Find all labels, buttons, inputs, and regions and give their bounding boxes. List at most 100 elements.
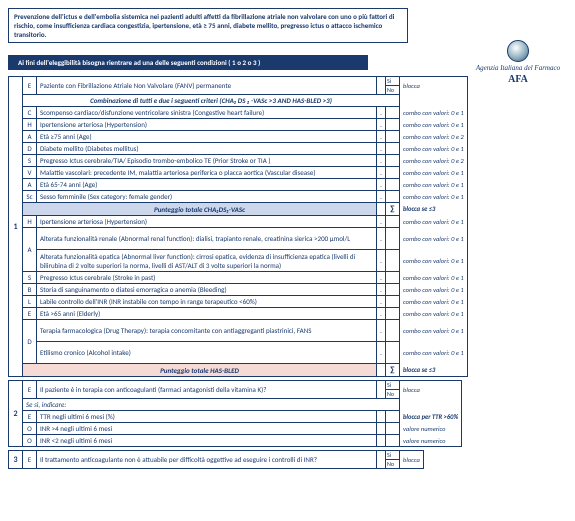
agency-name: Agenzia Italiana del Farmaco xyxy=(473,64,563,72)
code-cell: H xyxy=(23,216,37,228)
tick-cell[interactable]: . xyxy=(377,167,386,179)
code-cell: L xyxy=(23,296,37,308)
chads-row: CScompenso cardiaco/disfunzione ventrico… xyxy=(23,107,468,119)
tick-cell[interactable]: . xyxy=(377,296,386,308)
tick-cell[interactable] xyxy=(377,203,386,216)
val-cell xyxy=(386,107,400,119)
note-cell: combo con valori: 0 e 1 xyxy=(400,179,468,191)
tick-cell[interactable]: . xyxy=(377,191,386,203)
val-cell xyxy=(386,179,400,191)
tick-cell[interactable]: . xyxy=(377,228,386,250)
code-cell: O xyxy=(23,435,37,447)
tick-cell[interactable]: . xyxy=(377,284,386,296)
sino-cell: Si No xyxy=(386,77,400,95)
note-cell: combo con valori: 0 e 1 xyxy=(400,191,468,203)
desc-cell: Storia di sanguinamento o diatesi emorra… xyxy=(37,284,377,296)
hasbled-row: Etilismo cronico (Alcohol intake). combo … xyxy=(23,342,468,364)
desc-cell: Alterata funzionalità epatica (Abnormal … xyxy=(37,250,377,272)
note-cell: combo con valori: 0 e 2 xyxy=(400,131,468,143)
note-cell: blocca per TTR >60% xyxy=(400,411,462,423)
val-cell xyxy=(386,216,400,228)
hasbled-row: SPregresso Ictus cerebrale (Stroke in pa… xyxy=(23,272,468,284)
code-cell: D xyxy=(23,143,37,155)
hasbled-row: LLabile controllo dell'INR (INR instabil… xyxy=(23,296,468,308)
chads-row: SPregresso Ictus cerebrale/TIA/ Episodio… xyxy=(23,155,468,167)
tick-cell[interactable]: . xyxy=(377,308,386,320)
note-cell: combo con valori: 0 e 1 xyxy=(400,143,468,155)
desc-cell: Età 65-74 anni (Age) xyxy=(37,179,377,191)
tick-cell[interactable]: . xyxy=(377,179,386,191)
sec2-row: ETTR negli ultimi 6 mesi (%)blocca per T… xyxy=(23,411,462,423)
desc-cell: Il trattamento anticoagulante non è attu… xyxy=(37,451,377,469)
desc-cell: Diabete mellito (Diabetes mellitus) xyxy=(37,143,377,155)
section-1: 1 E Paziente con Fibrillazione Atriale N… xyxy=(8,76,567,377)
code-cell: O xyxy=(23,423,37,435)
code-cell: A xyxy=(23,228,37,272)
code-cell: E xyxy=(23,308,37,320)
val-cell xyxy=(386,342,400,364)
note-cell: combo con valori: 0 e 1 xyxy=(400,167,468,179)
note-cell: valore numerico xyxy=(400,423,462,435)
desc-cell: Scompenso cardiaco/disfunzione ventricol… xyxy=(37,107,377,119)
tick-cell[interactable] xyxy=(377,451,386,469)
desc-cell: Etilismo cronico (Alcohol intake) xyxy=(37,342,377,364)
tick-cell[interactable] xyxy=(377,435,386,447)
val-cell xyxy=(386,411,400,423)
note-cell: combo con valori: 0 e 1 xyxy=(400,342,468,364)
section-2: 2 E Il paziente è in terapia con anticoa… xyxy=(8,380,567,447)
val-cell xyxy=(386,423,400,435)
note-cell: combo con valori: 0 e 1 xyxy=(400,320,468,342)
tick-cell[interactable] xyxy=(377,411,386,423)
tick-cell[interactable]: . xyxy=(377,143,386,155)
code-cell: H xyxy=(23,119,37,131)
desc-cell: Alterata funzionalità renale (Abnormal r… xyxy=(37,228,377,250)
sec2-row: OINR >4 negli ultimi 6 mesi valore numeri… xyxy=(23,423,462,435)
code-cell: Sc xyxy=(23,191,37,203)
hasbled-row: AAlterata funzionalità renale (Abnormal … xyxy=(23,228,468,250)
tick-cell[interactable]: . xyxy=(377,342,386,364)
code-cell: A xyxy=(23,179,37,191)
val-cell xyxy=(386,272,400,284)
emblem-icon xyxy=(507,40,529,62)
tick-cell[interactable]: . xyxy=(377,320,386,342)
row-anticoag-q: E Il paziente è in terapia con anticoagu… xyxy=(23,381,462,399)
note-cell: combo con valori: 0 e 1 xyxy=(400,250,468,272)
tick-cell[interactable] xyxy=(377,77,386,95)
val-cell xyxy=(386,435,400,447)
desc-cell: Terapia farmacologica (Drug Therapy): te… xyxy=(37,320,377,342)
val-cell xyxy=(386,119,400,131)
val-cell xyxy=(386,308,400,320)
chads-row: ScSesso femminile (Sex category: female … xyxy=(23,191,468,203)
val-cell xyxy=(386,228,400,250)
tick-cell[interactable] xyxy=(377,364,386,377)
desc-cell: Ipertensione arteriosa (Hypertension) xyxy=(37,216,377,228)
row-inr-difficulty: E Il trattamento anticoagulante non è at… xyxy=(23,451,424,469)
desc-cell: INR >4 negli ultimi 6 mesi xyxy=(37,423,377,435)
note-cell: valore numerico xyxy=(400,435,462,447)
code-cell: D xyxy=(23,320,37,364)
tick-cell[interactable] xyxy=(377,381,386,399)
tick-cell[interactable]: . xyxy=(377,250,386,272)
chads-row: AEtà ≥75 anni (Age).combo con valori: 0 … xyxy=(23,131,468,143)
tick-cell[interactable] xyxy=(377,423,386,435)
tick-cell[interactable]: . xyxy=(377,272,386,284)
note-cell: combo con valori: 0 e 1 xyxy=(400,119,468,131)
note-cell: blocca xyxy=(400,381,462,399)
code-cell: E xyxy=(23,451,37,469)
tick-cell[interactable]: . xyxy=(377,155,386,167)
hasbled-row: BStoria di sanguinamento o diatesi emorr… xyxy=(23,284,468,296)
tick-cell[interactable]: . xyxy=(377,119,386,131)
code-cell: E xyxy=(23,411,37,423)
tick-cell[interactable]: . xyxy=(377,131,386,143)
code-cell: S xyxy=(23,272,37,284)
tick-cell[interactable]: . xyxy=(377,107,386,119)
note-cell: combo con valori: 0 e 1 xyxy=(400,216,468,228)
tick-cell[interactable]: . xyxy=(377,216,386,228)
desc-cell: Pregresso Ictus cerebrale/TIA/ Episodio … xyxy=(37,155,377,167)
sino-cell: Si No xyxy=(386,451,400,469)
row-fanv: E Paziente con Fibrillazione Atriale Non… xyxy=(23,77,468,95)
sesi-row: Se sì, indicare: xyxy=(23,399,462,411)
eligibility-bar: Ai fini dell'eleggibilità bisogna rientr… xyxy=(8,55,368,70)
note-cell: combo con valori: 0 e 1 xyxy=(400,272,468,284)
section-2-number: 2 xyxy=(8,380,22,447)
